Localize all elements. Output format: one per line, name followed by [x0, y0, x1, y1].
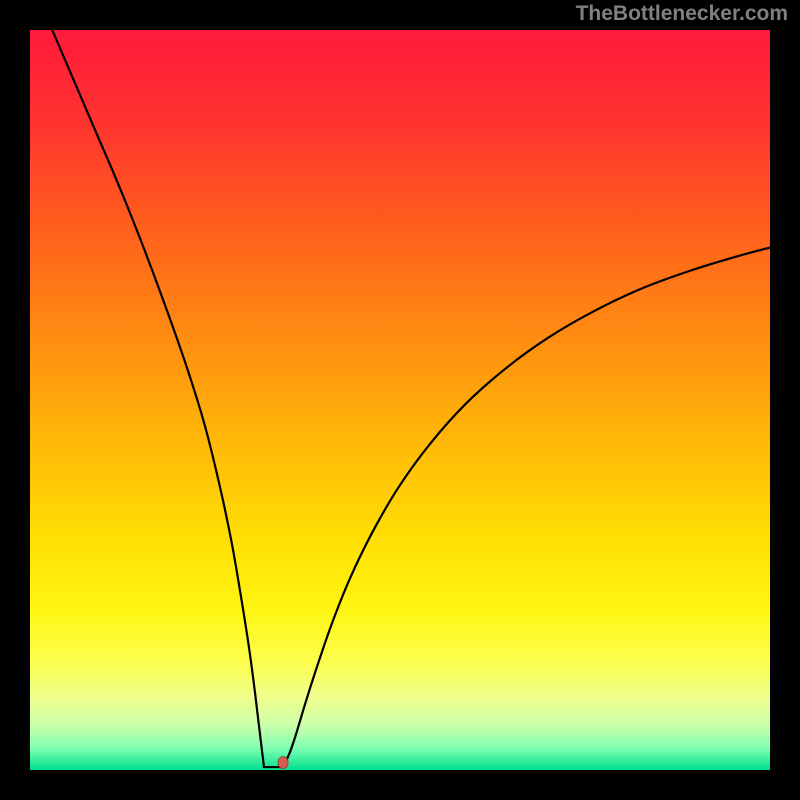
watermark-text: TheBottlenecker.com [576, 2, 788, 26]
bottleneck-curve-layer [30, 30, 770, 770]
chart-container: TheBottlenecker.com [0, 0, 800, 800]
bottleneck-curve [52, 30, 770, 767]
plot-area [30, 30, 770, 770]
optimal-point-marker [278, 757, 288, 769]
